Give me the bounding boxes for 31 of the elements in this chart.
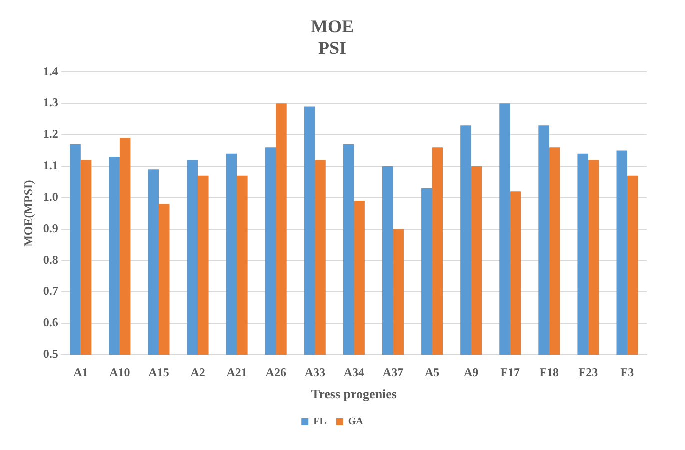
x-tick-label: A1 [74, 365, 88, 380]
y-axis-title: MOE(MPSI) [21, 180, 36, 247]
x-tick-label: F3 [620, 365, 634, 380]
legend-label: GA [348, 416, 364, 428]
x-tick-label: F18 [540, 365, 560, 380]
x-tick-label: A37 [382, 365, 404, 380]
legend-label: FL [314, 416, 327, 428]
chart-title: MOE [311, 16, 354, 36]
y-tick-label: 0.6 [43, 316, 58, 330]
x-tick-label: A33 [304, 365, 326, 380]
x-axis-title: Tress progenies [311, 386, 397, 402]
x-tick-label: F17 [500, 365, 520, 380]
x-tick-label: F23 [578, 365, 598, 380]
y-tick-label: 1.1 [43, 158, 58, 173]
y-tick-label: 1.3 [43, 96, 58, 110]
y-tick-label: 0.9 [43, 221, 58, 236]
x-tick-label: A26 [266, 365, 286, 380]
x-tick-label: A10 [110, 365, 130, 380]
y-tick-label: 1.0 [43, 190, 58, 204]
x-tick-label: A5 [424, 365, 440, 380]
y-tick-label: 1.4 [43, 64, 58, 78]
x-tick-label: A21 [226, 365, 248, 380]
x-tick-label: A15 [148, 365, 170, 380]
y-tick-label: 0.7 [43, 284, 58, 298]
y-tick-label: 0.8 [43, 252, 58, 267]
x-tick-label: A34 [344, 365, 365, 380]
chart-subtitle: PSI [318, 38, 347, 58]
y-tick-label: 0.5 [43, 347, 58, 362]
x-tick-label: A9 [464, 365, 479, 380]
x-tick-label: A2 [190, 365, 206, 380]
y-tick-label: 1.2 [43, 127, 58, 142]
